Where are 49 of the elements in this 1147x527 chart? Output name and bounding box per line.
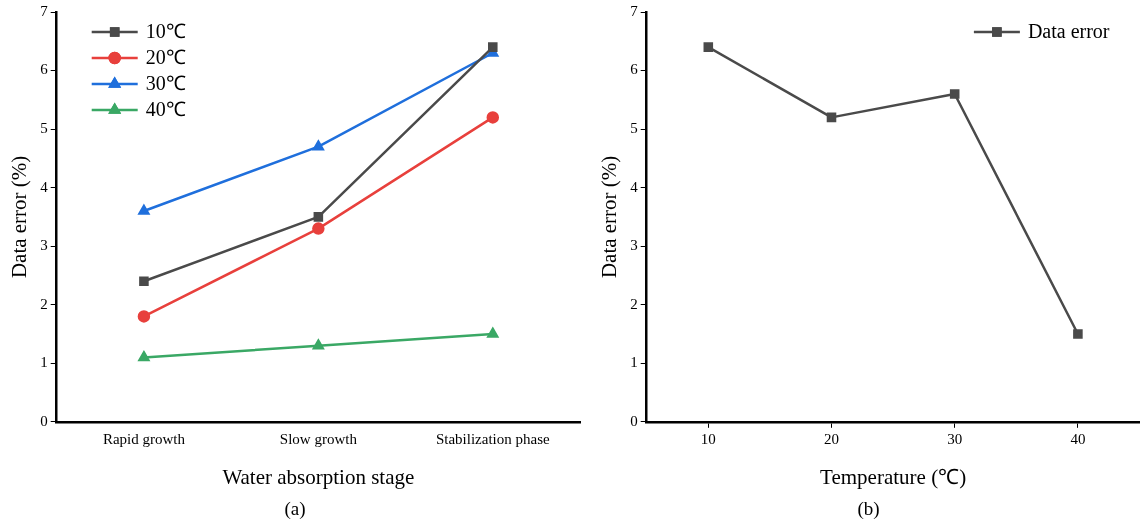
legend-label: 20℃ — [145, 46, 186, 69]
x-tick-label: Stabilization phase — [435, 430, 550, 447]
point — [313, 212, 324, 222]
y-tick-label: 0 — [630, 412, 638, 429]
y-axis-title: Data error (%) — [7, 155, 32, 279]
legend-label: Data error — [1027, 20, 1110, 43]
point — [703, 42, 714, 52]
x-tick-label: Slow growth — [279, 430, 358, 447]
y-tick-label: 4 — [630, 178, 639, 195]
x-tick-label: 30 — [947, 430, 963, 447]
point — [487, 327, 499, 338]
point — [488, 42, 498, 52]
y-tick-label: 2 — [40, 295, 48, 312]
y-tick-label: 1 — [630, 354, 638, 371]
legend-label: 10℃ — [145, 20, 186, 43]
y-axis-title: Data error (%) — [597, 155, 622, 279]
text: (a) — [283, 498, 307, 520]
point — [826, 112, 837, 123]
point — [949, 89, 960, 99]
x-tick-label: 10 — [700, 430, 716, 447]
legend-label: 40℃ — [145, 98, 186, 121]
y-tick-label: 5 — [630, 120, 638, 137]
y-tick-label: 6 — [40, 61, 49, 78]
y-tick-label: 7 — [630, 2, 639, 19]
x-axis-title: Temperature (℃) — [820, 464, 967, 489]
x-tick-label: Rapid growth — [102, 430, 186, 447]
point — [138, 351, 150, 362]
legend-label: 30℃ — [145, 72, 186, 95]
point — [312, 339, 324, 350]
y-tick-label: 0 — [40, 412, 48, 429]
x-tick-label: 20 — [824, 430, 839, 447]
y-tick-label: 3 — [630, 237, 638, 254]
y-tick-label: 1 — [40, 354, 48, 371]
y-tick-label: 3 — [40, 237, 48, 254]
x-axis-title: Water absorption stage — [222, 464, 415, 489]
point — [312, 222, 325, 235]
point — [312, 140, 324, 151]
text: (b) — [856, 498, 881, 520]
x-tick-label: 40 — [1070, 430, 1086, 447]
y-tick-label: 7 — [40, 2, 49, 19]
point — [486, 111, 500, 124]
point — [1073, 329, 1083, 339]
y-tick-label: 4 — [40, 178, 49, 195]
y-tick-label: 6 — [630, 61, 639, 78]
point — [138, 204, 150, 215]
point — [139, 276, 149, 287]
y-tick-label: 2 — [630, 295, 638, 312]
point — [137, 310, 151, 323]
y-tick-label: 5 — [40, 120, 48, 137]
